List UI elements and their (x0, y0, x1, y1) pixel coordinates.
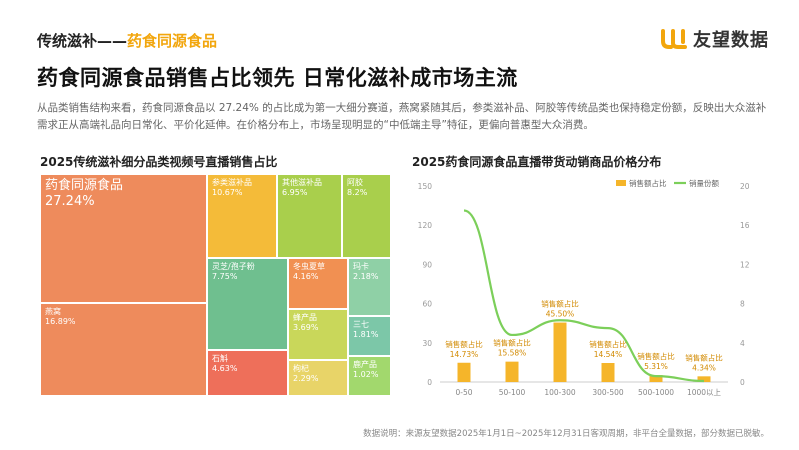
y-right-tick-label: 8 (740, 300, 745, 309)
x-tick-label: 1000以上 (687, 388, 722, 397)
data-label-name: 销售额占比 (589, 339, 627, 349)
section-kicker: 传统滋补——药食同源食品 (37, 30, 217, 51)
treemap-cell-name: 灵芝/孢子粉 (212, 262, 255, 271)
bar (649, 375, 663, 382)
page-title: 药食同源食品销售占比领先 日常化滋补成市场主流 (37, 66, 518, 90)
treemap-cell-value: 27.24% (45, 194, 95, 209)
y-left-tick-label: 120 (418, 221, 433, 230)
kicker-accent: 药食同源食品 (127, 32, 218, 50)
treemap-cell-name: 燕窝 (45, 307, 61, 316)
treemap-cell-value: 7.75% (212, 272, 238, 281)
treemap-cell: 枸杞 2.29% (288, 360, 348, 396)
treemap-cell-name: 药食同源食品 (45, 178, 124, 193)
treemap-cell: 蜂产品 3.69% (288, 309, 348, 360)
treemap-cell-name: 玛卡 (353, 262, 369, 271)
data-label-name: 销售额占比 (541, 299, 579, 309)
treemap-cell-name: 蜂产品 (293, 313, 317, 322)
treemap-cell-value: 10.67% (212, 188, 243, 197)
y-right-tick-label: 12 (740, 260, 750, 269)
brand-logo: 友望数据 (661, 26, 769, 52)
treemap-cell-value: 3.69% (293, 323, 319, 332)
treemap-cell: 燕窝 16.89% (40, 303, 207, 396)
treemap-cell: 鹿产品 1.02% (348, 356, 391, 396)
price-chart-title: 2025药食同源食品直播带货动销商品价格分布 (412, 155, 662, 169)
series-line (463, 209, 705, 383)
treemap-cell: 药食同源食品 27.24% (40, 174, 207, 303)
treemap-cell-name: 石斛 (212, 354, 228, 363)
y-right-tick-label: 16 (740, 221, 750, 230)
bar (601, 363, 615, 382)
treemap-cell-value: 2.18% (353, 272, 379, 281)
treemap-cell-value: 6.95% (282, 188, 308, 197)
data-label-value: 14.73% (450, 350, 479, 359)
treemap-cell: 玛卡 2.18% (348, 258, 391, 316)
data-label-name: 销售额占比 (493, 338, 531, 348)
treemap-cell-name: 冬虫夏草 (293, 262, 325, 271)
treemap-cell: 石斛 4.63% (207, 350, 288, 396)
bar (457, 362, 471, 382)
treemap-cell: 参类滋补品 10.67% (207, 174, 277, 258)
brand-mark-icon (661, 29, 687, 49)
treemap-cell: 三七 1.81% (348, 316, 391, 356)
treemap-cell-name: 其他滋补品 (282, 178, 322, 187)
data-label-name: 销售额占比 (685, 352, 723, 362)
y-left-tick-label: 30 (422, 339, 432, 348)
y-left-tick-label: 0 (427, 378, 432, 387)
y-right-tick-label: 0 (740, 378, 745, 387)
x-tick-label: 100-300 (544, 388, 576, 397)
y-left-tick-label: 150 (418, 182, 433, 191)
y-right-tick-label: 20 (740, 182, 750, 191)
treemap-cell: 冬虫夏草 4.16% (288, 258, 348, 309)
price-distribution-chart: 0306090120150048121620销售额占比14.73%销售额占比15… (418, 178, 750, 397)
y-right-tick-label: 4 (740, 339, 745, 348)
treemap-cell-value: 16.89% (45, 317, 76, 326)
treemap-cell-name: 三七 (353, 320, 369, 329)
treemap-cell-value: 8.2% (347, 188, 368, 197)
treemap-cell: 其他滋补品 6.95% (277, 174, 342, 258)
data-label-value: 5.31% (644, 362, 668, 371)
kicker-prefix: 传统滋补—— (37, 32, 128, 50)
treemap-cell-value: 4.63% (212, 364, 238, 373)
treemap-cell-name: 鹿产品 (353, 360, 377, 369)
data-label-name: 销售额占比 (445, 339, 483, 349)
treemap-title: 2025传统滋补细分品类视频号直播销售占比 (40, 155, 278, 169)
treemap-cell-value: 2.29% (293, 374, 319, 383)
x-tick-label: 500-1000 (638, 388, 674, 397)
x-tick-label: 50-100 (499, 388, 526, 397)
legend-bar-swatch (616, 180, 626, 186)
legend-bar-label: 销售额占比 (629, 178, 667, 188)
treemap-cell: 灵芝/孢子粉 7.75% (207, 258, 288, 350)
treemap-cell-name: 阿胶 (347, 178, 363, 187)
data-label-value: 45.50% (546, 310, 575, 319)
y-left-tick-label: 60 (422, 300, 432, 309)
data-label-value: 14.54% (594, 350, 623, 359)
bar (697, 376, 711, 382)
bar (505, 361, 519, 382)
category-treemap: 药食同源食品 27.24% 燕窝 16.89% 参类滋补品 10.67% 其他滋补品 6.95… (40, 174, 391, 396)
treemap-cell-name: 枸杞 (293, 364, 309, 373)
data-footnote: 数据说明：来源友望数据2025年1月1日~2025年12月31日客观周期，非平台… (363, 429, 769, 439)
treemap-cell-value: 1.02% (353, 370, 379, 379)
bar (553, 322, 567, 382)
x-tick-label: 300-500 (592, 388, 624, 397)
legend-line-label: 销量份额 (689, 178, 719, 188)
data-label-value: 4.34% (692, 363, 716, 372)
treemap-cell-value: 4.16% (293, 272, 319, 281)
data-label-name: 销售额占比 (637, 351, 675, 361)
y-left-tick-label: 90 (422, 260, 432, 269)
treemap-cell-name: 参类滋补品 (212, 178, 252, 187)
intro-paragraph: 从品类销售结构来看，药食同源食品以 27.24% 的占比成为第一大细分赛道，燕窝… (37, 102, 767, 131)
x-tick-label: 0-50 (455, 388, 472, 397)
treemap-cell: 阿胶 8.2% (342, 174, 391, 258)
brand-name: 友望数据 (693, 30, 769, 51)
data-label-value: 15.58% (498, 349, 527, 358)
treemap-cell-value: 1.81% (353, 330, 379, 339)
